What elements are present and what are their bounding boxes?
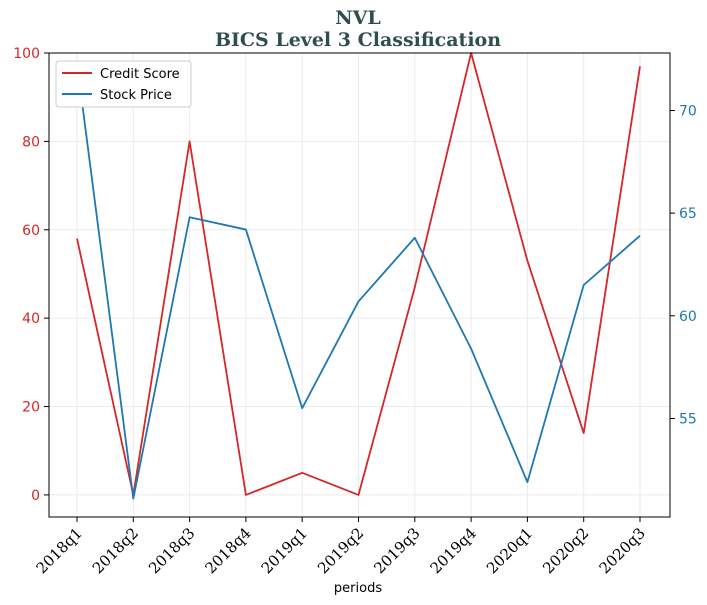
- plot-frame: [48, 52, 671, 518]
- x-tick-label: 2019q4: [427, 524, 480, 577]
- left-tick-label: 80: [22, 134, 40, 150]
- left-tick-label: 60: [22, 223, 40, 239]
- x-tick-label: 2018q2: [89, 524, 142, 577]
- x-tick-label: 2020q1: [483, 524, 536, 577]
- left-axis: 0 20 40 60 80 100: [13, 46, 49, 504]
- right-tick-label: 60: [679, 309, 697, 325]
- grid: [49, 52, 670, 517]
- x-tick-label: 2019q2: [314, 524, 367, 577]
- left-tick-label: 100: [13, 46, 40, 62]
- legend: Credit Score Stock Price: [55, 60, 192, 108]
- left-tick-label: 40: [22, 311, 40, 327]
- x-axis: 2018q1 2018q2 2018q3 2018q4 2019q1 2019q2 2019…: [33, 517, 649, 577]
- chart-subtitle: BICS Level 3 Classification: [215, 29, 501, 51]
- x-tick-label: 2019q3: [370, 524, 423, 577]
- legend-stock-price-label: Stock Price: [100, 88, 172, 103]
- x-tick-label: 2020q2: [539, 524, 592, 577]
- x-tick-label: 2020q3: [596, 524, 649, 577]
- right-tick-label: 65: [679, 206, 697, 222]
- x-axis-label: periods: [334, 581, 382, 596]
- right-axis: 55 60 65 70: [670, 103, 697, 427]
- left-tick-label: 20: [22, 400, 40, 416]
- x-tick-label: 2018q3: [145, 524, 198, 577]
- left-tick-label: 0: [31, 488, 40, 504]
- right-tick-label: 55: [679, 411, 697, 427]
- x-tick-label: 2018q4: [201, 524, 254, 577]
- x-tick-label: 2019q1: [258, 524, 311, 577]
- legend-credit-score-label: Credit Score: [100, 67, 180, 82]
- x-tick-label: 2018q1: [33, 524, 86, 577]
- chart-title: NVL: [335, 7, 380, 29]
- right-tick-label: 70: [679, 103, 697, 119]
